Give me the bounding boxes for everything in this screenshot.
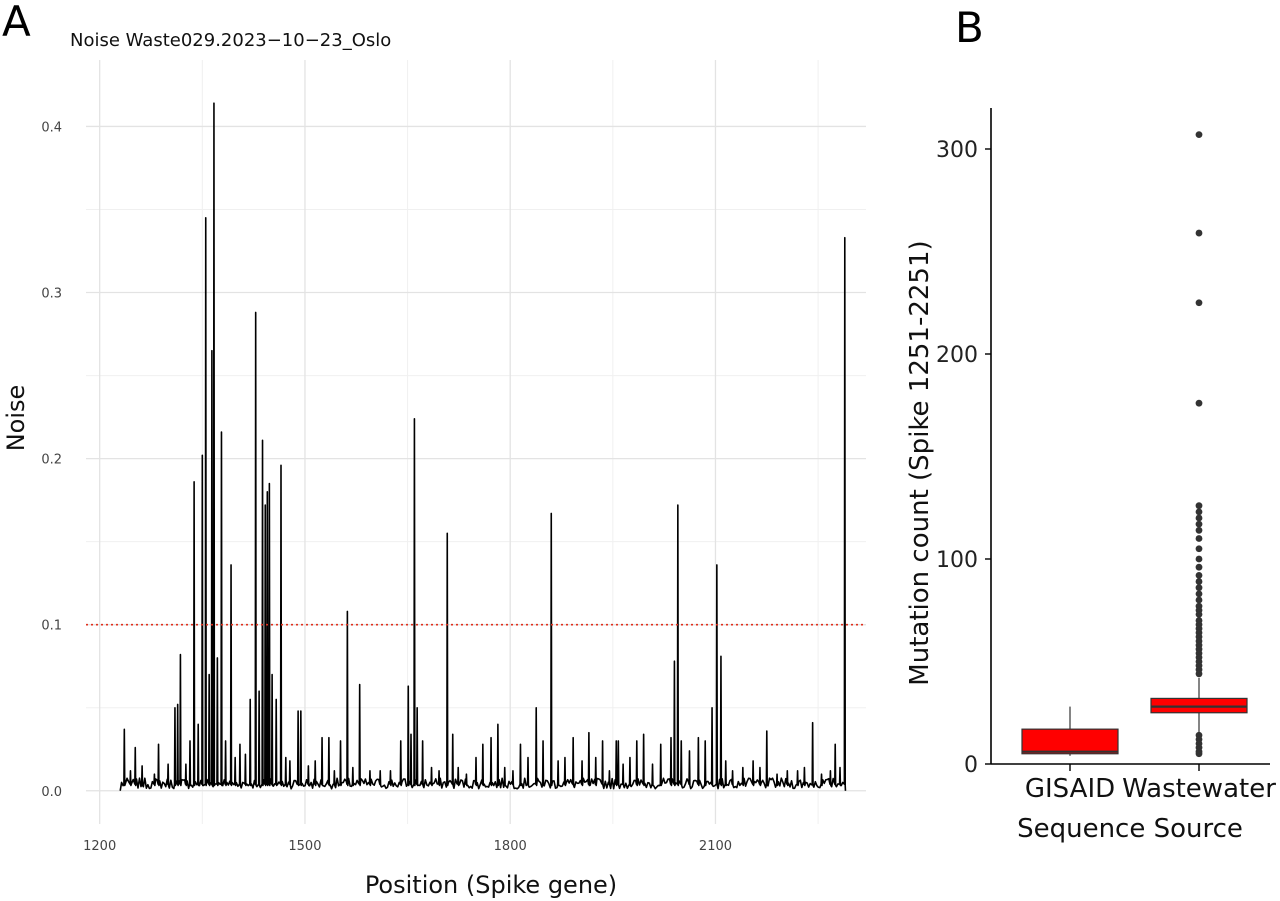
outlier-point — [1195, 399, 1203, 407]
outlier-point — [1195, 590, 1203, 598]
outlier-point — [1195, 596, 1203, 604]
chart-a-tick-labels: 1200 1500 1800 2100 0.0 0.1 0.2 0.3 0.4 — [41, 120, 732, 854]
y-tick-label: 0.1 — [41, 619, 62, 634]
outlier-point — [1195, 563, 1203, 571]
x-tick-label: 2100 — [699, 839, 732, 854]
outlier-point — [1195, 578, 1203, 585]
y-tick-label: 0.0 — [41, 785, 62, 800]
outlier-point — [1195, 520, 1203, 528]
outlier-point — [1195, 572, 1203, 579]
panel-a-letter: A — [2, 0, 31, 46]
chart-a-ylabel: Noise — [2, 385, 30, 452]
y-tick-label: 0.4 — [41, 120, 62, 135]
outlier-point — [1195, 610, 1203, 618]
chart-b-ylabel: Mutation count (Spike 1251-2251) — [905, 240, 935, 685]
x-tick-label: 1800 — [494, 839, 527, 854]
noise-line — [119, 102, 847, 791]
x-tick-label: 1200 — [83, 839, 116, 854]
outlier-point — [1195, 299, 1203, 307]
outlier-point — [1195, 535, 1203, 542]
outlier-point — [1195, 514, 1203, 522]
x-tick-label: 1500 — [288, 839, 321, 854]
panel-b-letter: B — [955, 3, 984, 52]
outlier-point — [1195, 555, 1203, 563]
outlier-point — [1195, 526, 1203, 534]
chart-b-boxes — [1021, 131, 1248, 758]
y-tick-label: 0.2 — [41, 453, 62, 468]
outlier-point — [1195, 508, 1203, 516]
outlier-point — [1195, 229, 1203, 237]
outlier-point — [1195, 502, 1203, 510]
y-tick-label: 0.3 — [41, 287, 62, 302]
chart-b-tick-labels: 0 100 200 300 GISAID Wastewater — [936, 138, 1276, 804]
y-tick-label: 0 — [964, 753, 978, 778]
chart-b-xlabel: Sequence Source — [1017, 814, 1243, 844]
y-tick-label: 200 — [936, 343, 978, 368]
chart-b-axes — [985, 108, 1270, 771]
chart-a-xlabel: Position (Spike gene) — [365, 871, 617, 899]
chart-a-noise-series — [119, 102, 847, 791]
outlier-point — [1195, 131, 1203, 139]
outlier-point — [1195, 545, 1203, 553]
x-tick-label: GISAID — [1025, 774, 1115, 804]
box-gisaid — [1021, 728, 1119, 755]
y-tick-label: 100 — [936, 548, 978, 573]
y-tick-label: 300 — [936, 138, 978, 163]
chart-a-title: Noise Waste029.2023−10−23_Oslo — [70, 30, 391, 51]
outlier-point — [1195, 584, 1203, 592]
x-tick-label: Wastewater — [1122, 774, 1276, 804]
outlier-point — [1195, 670, 1203, 678]
outlier-point — [1195, 750, 1203, 758]
